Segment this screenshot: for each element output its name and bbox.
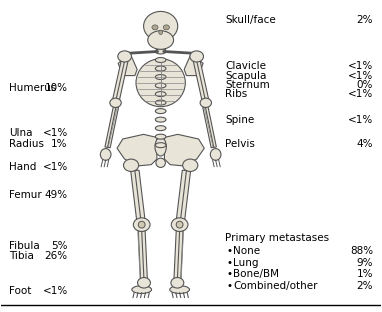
Polygon shape (131, 170, 145, 221)
Text: <1%: <1% (42, 285, 68, 295)
Text: 88%: 88% (350, 246, 373, 256)
Ellipse shape (132, 286, 152, 294)
Text: •: • (226, 281, 232, 291)
Ellipse shape (155, 75, 166, 80)
Text: 10%: 10% (45, 83, 68, 93)
Text: <1%: <1% (42, 128, 68, 138)
Ellipse shape (155, 117, 166, 122)
Text: •: • (226, 246, 232, 256)
Text: 4%: 4% (356, 139, 373, 149)
Ellipse shape (170, 286, 189, 294)
Ellipse shape (155, 83, 166, 88)
Polygon shape (105, 107, 118, 148)
Circle shape (190, 51, 204, 62)
Text: Foot: Foot (9, 285, 31, 295)
Text: 2%: 2% (356, 281, 373, 291)
Ellipse shape (155, 138, 166, 156)
Text: Ulna: Ulna (9, 128, 32, 138)
Polygon shape (165, 134, 204, 166)
Polygon shape (174, 231, 183, 280)
Ellipse shape (152, 25, 158, 30)
Polygon shape (113, 60, 128, 101)
Text: 9%: 9% (356, 258, 373, 268)
Ellipse shape (155, 109, 166, 114)
Text: Combined/other: Combined/other (233, 281, 318, 291)
Text: •: • (226, 270, 232, 280)
Text: Scapula: Scapula (225, 71, 267, 80)
Circle shape (171, 218, 188, 232)
Text: 0%: 0% (357, 80, 373, 90)
Ellipse shape (148, 31, 173, 49)
Text: <1%: <1% (348, 89, 373, 99)
Ellipse shape (100, 149, 111, 160)
Ellipse shape (155, 49, 166, 54)
Circle shape (110, 98, 121, 107)
Circle shape (138, 278, 151, 288)
Text: Femur: Femur (9, 190, 42, 200)
Text: 1%: 1% (356, 270, 373, 280)
Text: Radius: Radius (9, 139, 44, 149)
Text: Hand: Hand (9, 162, 36, 172)
Polygon shape (176, 170, 191, 221)
Text: <1%: <1% (42, 162, 68, 172)
Circle shape (171, 278, 184, 288)
Text: Bone/BM: Bone/BM (233, 270, 280, 280)
Text: 49%: 49% (45, 190, 68, 200)
Ellipse shape (155, 92, 166, 96)
Text: Fibula: Fibula (9, 241, 40, 251)
Text: 26%: 26% (45, 251, 68, 261)
Text: Humerus: Humerus (9, 83, 57, 93)
Text: Ribs: Ribs (225, 89, 248, 99)
Ellipse shape (155, 143, 166, 148)
Ellipse shape (155, 66, 166, 71)
Text: •: • (226, 258, 232, 268)
Ellipse shape (156, 158, 165, 168)
Text: Skull/face: Skull/face (225, 15, 276, 25)
Text: Pelvis: Pelvis (225, 139, 255, 149)
Ellipse shape (155, 126, 166, 131)
Circle shape (118, 51, 131, 62)
Text: Tibia: Tibia (9, 251, 34, 261)
Polygon shape (193, 60, 209, 101)
Polygon shape (118, 54, 137, 76)
Ellipse shape (138, 221, 145, 228)
Text: Lung: Lung (233, 258, 259, 268)
Circle shape (200, 98, 212, 107)
Text: <1%: <1% (348, 61, 373, 71)
Ellipse shape (210, 149, 221, 160)
Ellipse shape (136, 59, 185, 107)
Text: <1%: <1% (348, 71, 373, 80)
Circle shape (183, 159, 198, 172)
Circle shape (133, 218, 150, 232)
Polygon shape (157, 44, 165, 51)
Polygon shape (117, 134, 157, 166)
Ellipse shape (176, 221, 183, 228)
Ellipse shape (155, 100, 166, 105)
Polygon shape (184, 54, 203, 76)
Text: <1%: <1% (348, 115, 373, 125)
Text: 1%: 1% (51, 139, 68, 149)
Circle shape (123, 159, 139, 172)
Polygon shape (138, 231, 147, 280)
Text: 2%: 2% (356, 15, 373, 25)
Ellipse shape (163, 25, 169, 30)
Text: None: None (233, 246, 261, 256)
Ellipse shape (155, 134, 166, 139)
Text: Spine: Spine (225, 115, 254, 125)
Text: Sternum: Sternum (225, 80, 270, 90)
Text: Clavicle: Clavicle (225, 61, 266, 71)
Text: Primary metastases: Primary metastases (225, 233, 329, 243)
Text: 5%: 5% (51, 241, 68, 251)
Ellipse shape (155, 57, 166, 62)
Ellipse shape (144, 12, 178, 41)
Polygon shape (203, 107, 216, 148)
Ellipse shape (159, 30, 163, 34)
